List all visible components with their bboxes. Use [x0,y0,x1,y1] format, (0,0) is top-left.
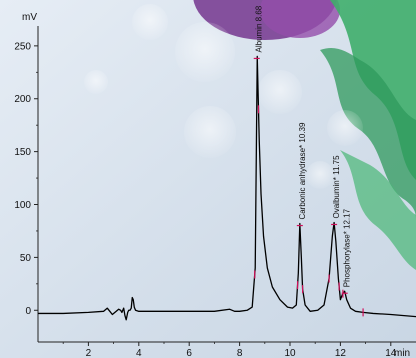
decorative-orb [84,70,108,94]
x-tick-label: 2 [86,348,92,358]
x-axis-label: min [394,348,410,358]
decorative-orb [327,110,363,146]
decorative-orb [258,70,302,114]
axes: 0 50 100 150 200 250 2 4 6 8 10 12 14 [14,26,416,358]
purple-molecule-highlight [260,0,340,38]
decorative-orb [306,161,334,189]
y-axis-label: mV [22,12,37,23]
x-tick-label: 4 [136,348,142,358]
y-tick-label: 50 [20,253,32,264]
chromatogram-trace [38,55,416,321]
x-tick-label: 12 [335,348,347,358]
peak-label: Ovalbumin* 11.75 [332,155,341,219]
decorative-orb [184,106,236,158]
decorative-orb [132,4,168,40]
x-tick-label: 6 [186,348,192,358]
x-tick-label: 14 [385,348,397,358]
peak-label: Phosphorylase* 12.17 [343,208,352,287]
decorative-orb [175,22,235,82]
x-tick-label: 10 [284,348,296,358]
y-tick-label: 0 [25,306,31,317]
green-helix-ribbon-3 [340,150,416,270]
peak-label: Albumin 8.68 [255,5,264,52]
y-tick-label: 200 [14,94,31,105]
peak-label: Carbonic anhydrase* 10.39 [298,122,307,220]
y-tick-label: 100 [14,200,31,211]
y-tick-label: 250 [14,41,31,52]
y-tick-label: 150 [14,147,31,158]
plot-area: Albumin 8.68 Carbonic anhydrase* 10.39 Ova… [38,5,416,321]
green-helix-ribbon-2 [320,48,416,220]
protein-molecule-illustration [84,0,416,270]
x-tick-label: 8 [237,348,243,358]
